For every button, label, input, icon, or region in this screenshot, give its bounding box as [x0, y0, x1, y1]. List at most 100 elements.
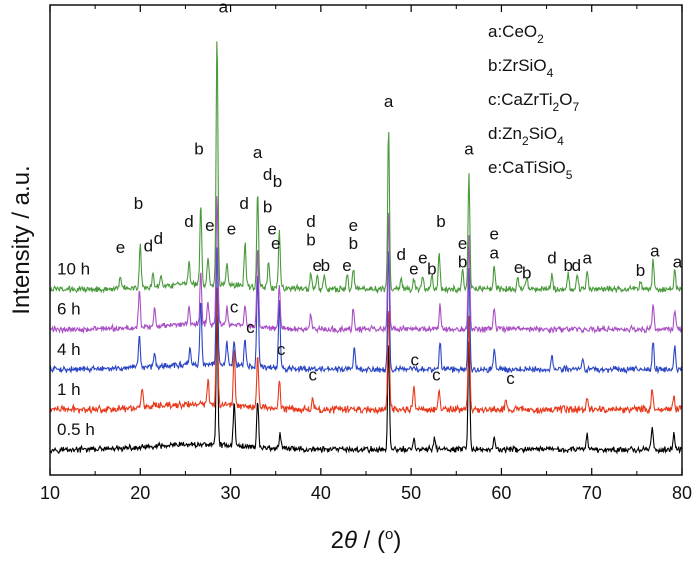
x-axis-title-theta: θ: [344, 527, 357, 554]
peak-annotation: e: [116, 238, 125, 257]
peak-annotation: a: [650, 241, 660, 260]
peak-annotation: c: [506, 369, 515, 388]
peak-annotation: e: [458, 234, 467, 253]
x-axis-title-degree: o: [385, 526, 393, 543]
legend-subscript: 5: [566, 168, 573, 182]
series-line: [49, 196, 683, 335]
peak-annotation: e: [349, 216, 358, 235]
peak-annotation: e: [227, 220, 236, 239]
legend-subscript: 2: [553, 100, 560, 114]
peak-annotation: b: [263, 198, 272, 217]
series-line: [49, 287, 683, 415]
legend-item-a: a:CeO2: [488, 22, 544, 46]
peak-annotation: b: [194, 139, 203, 158]
legend-text-part: c:CaZrTi: [488, 90, 553, 109]
x-axis-title: 2θ / (o): [331, 526, 402, 554]
x-tick-label: 50: [401, 483, 421, 503]
peak-annotation: b: [273, 172, 282, 191]
peak-annotation: a: [219, 0, 229, 16]
peak-annotation: e: [342, 256, 351, 275]
x-tick-label: 40: [311, 483, 331, 503]
peak-annotation: a: [489, 244, 499, 263]
peak-annotation: e: [489, 225, 498, 244]
x-tick-label: 10: [40, 483, 60, 503]
y-axis-title: Intensity / a.u.: [8, 165, 35, 314]
peak-annotation: d: [306, 212, 315, 231]
x-axis-title-part: / (: [357, 527, 385, 554]
x-tick-label: 70: [582, 483, 602, 503]
peak-annotation: d: [263, 165, 272, 184]
series-group: [49, 41, 683, 455]
series-labels: 0.5 h 1 h 4 h 6 h 10 h: [57, 260, 95, 439]
x-tick-label: 60: [491, 483, 511, 503]
legend-item-e: e:CaTiSiO5: [488, 158, 573, 182]
legend-text-part: O: [559, 90, 572, 109]
peak-annotation: c: [308, 365, 317, 384]
peak-annotation: a: [253, 143, 263, 162]
legend-text-part: e:CaTiSiO: [488, 158, 566, 177]
legend: a:CeO2b:ZrSiO4c:CaZrTi2O7d:Zn2SiO4e:CaTi…: [488, 22, 579, 182]
peak-annotation: e: [313, 256, 322, 275]
x-tick-label: 80: [672, 483, 692, 503]
peak-annotation: e: [267, 220, 276, 239]
x-axis-title-part: 2: [331, 527, 344, 554]
peak-annotation: e: [205, 216, 214, 235]
series-line: [49, 41, 683, 295]
x-axis-title-part: ): [393, 527, 401, 554]
series-label: 0.5 h: [57, 420, 95, 439]
peak-annotation: b: [321, 256, 330, 275]
peak-annotation: b: [134, 194, 143, 213]
peak-annotation: a: [582, 249, 592, 268]
legend-item-d: d:Zn2SiO4: [488, 124, 564, 148]
legend-subscript: 2: [537, 32, 544, 46]
series-line: [49, 314, 683, 455]
legend-subscript: 7: [572, 100, 579, 114]
peak-annotation: c: [432, 365, 441, 384]
peak-annotation: e: [271, 234, 280, 253]
peak-annotation: b: [306, 230, 315, 249]
x-tick-label: 30: [221, 483, 241, 503]
peak-annotation: d: [572, 256, 581, 275]
peak-annotation: e: [409, 260, 418, 279]
legend-text-part: SiO: [529, 124, 557, 143]
series-line: [49, 247, 683, 375]
peak-annotation: e: [514, 258, 523, 277]
legend-text-part: d:Zn: [488, 124, 522, 143]
peak-annotation: b: [636, 261, 645, 280]
peak-annotation: b: [436, 212, 445, 231]
peak-annotation: d: [144, 236, 153, 255]
peak-annotation: b: [522, 263, 531, 282]
peak-annotation: d: [184, 212, 193, 231]
legend-subscript: 4: [547, 66, 554, 80]
x-tick-label: 20: [130, 483, 150, 503]
legend-item-b: b:ZrSiO4: [488, 56, 554, 80]
legend-item-c: c:CaZrTi2O7: [488, 90, 579, 114]
series-label: 4 h: [57, 340, 81, 359]
peak-annotation: c: [411, 351, 420, 370]
peak-annotation: c: [230, 298, 239, 317]
legend-text-part: a:CeO: [488, 22, 537, 41]
peak-annotation: b: [349, 234, 358, 253]
peak-annotation: e: [418, 249, 427, 268]
legend-subscript: 2: [522, 134, 529, 148]
peak-annotation: b: [564, 256, 573, 275]
legend-text-part: b:ZrSiO: [488, 56, 547, 75]
peak-annotation: d: [396, 245, 405, 264]
legend-subscript: 4: [557, 134, 564, 148]
peak-annotation: a: [384, 92, 394, 111]
peak-annotation: d: [239, 194, 248, 213]
peak-annotation: c: [277, 340, 286, 359]
peak-annotation: b: [427, 260, 436, 279]
peak-annotation: b: [458, 252, 467, 271]
series-label: 6 h: [57, 300, 81, 319]
series-label: 10 h: [57, 260, 90, 279]
peak-annotation: d: [154, 229, 163, 248]
series-label: 1 h: [57, 380, 81, 399]
peak-annotation: a: [673, 252, 683, 271]
peak-annotation: a: [464, 139, 474, 158]
peak-annotation: c: [246, 318, 255, 337]
peak-annotation: d: [547, 249, 556, 268]
